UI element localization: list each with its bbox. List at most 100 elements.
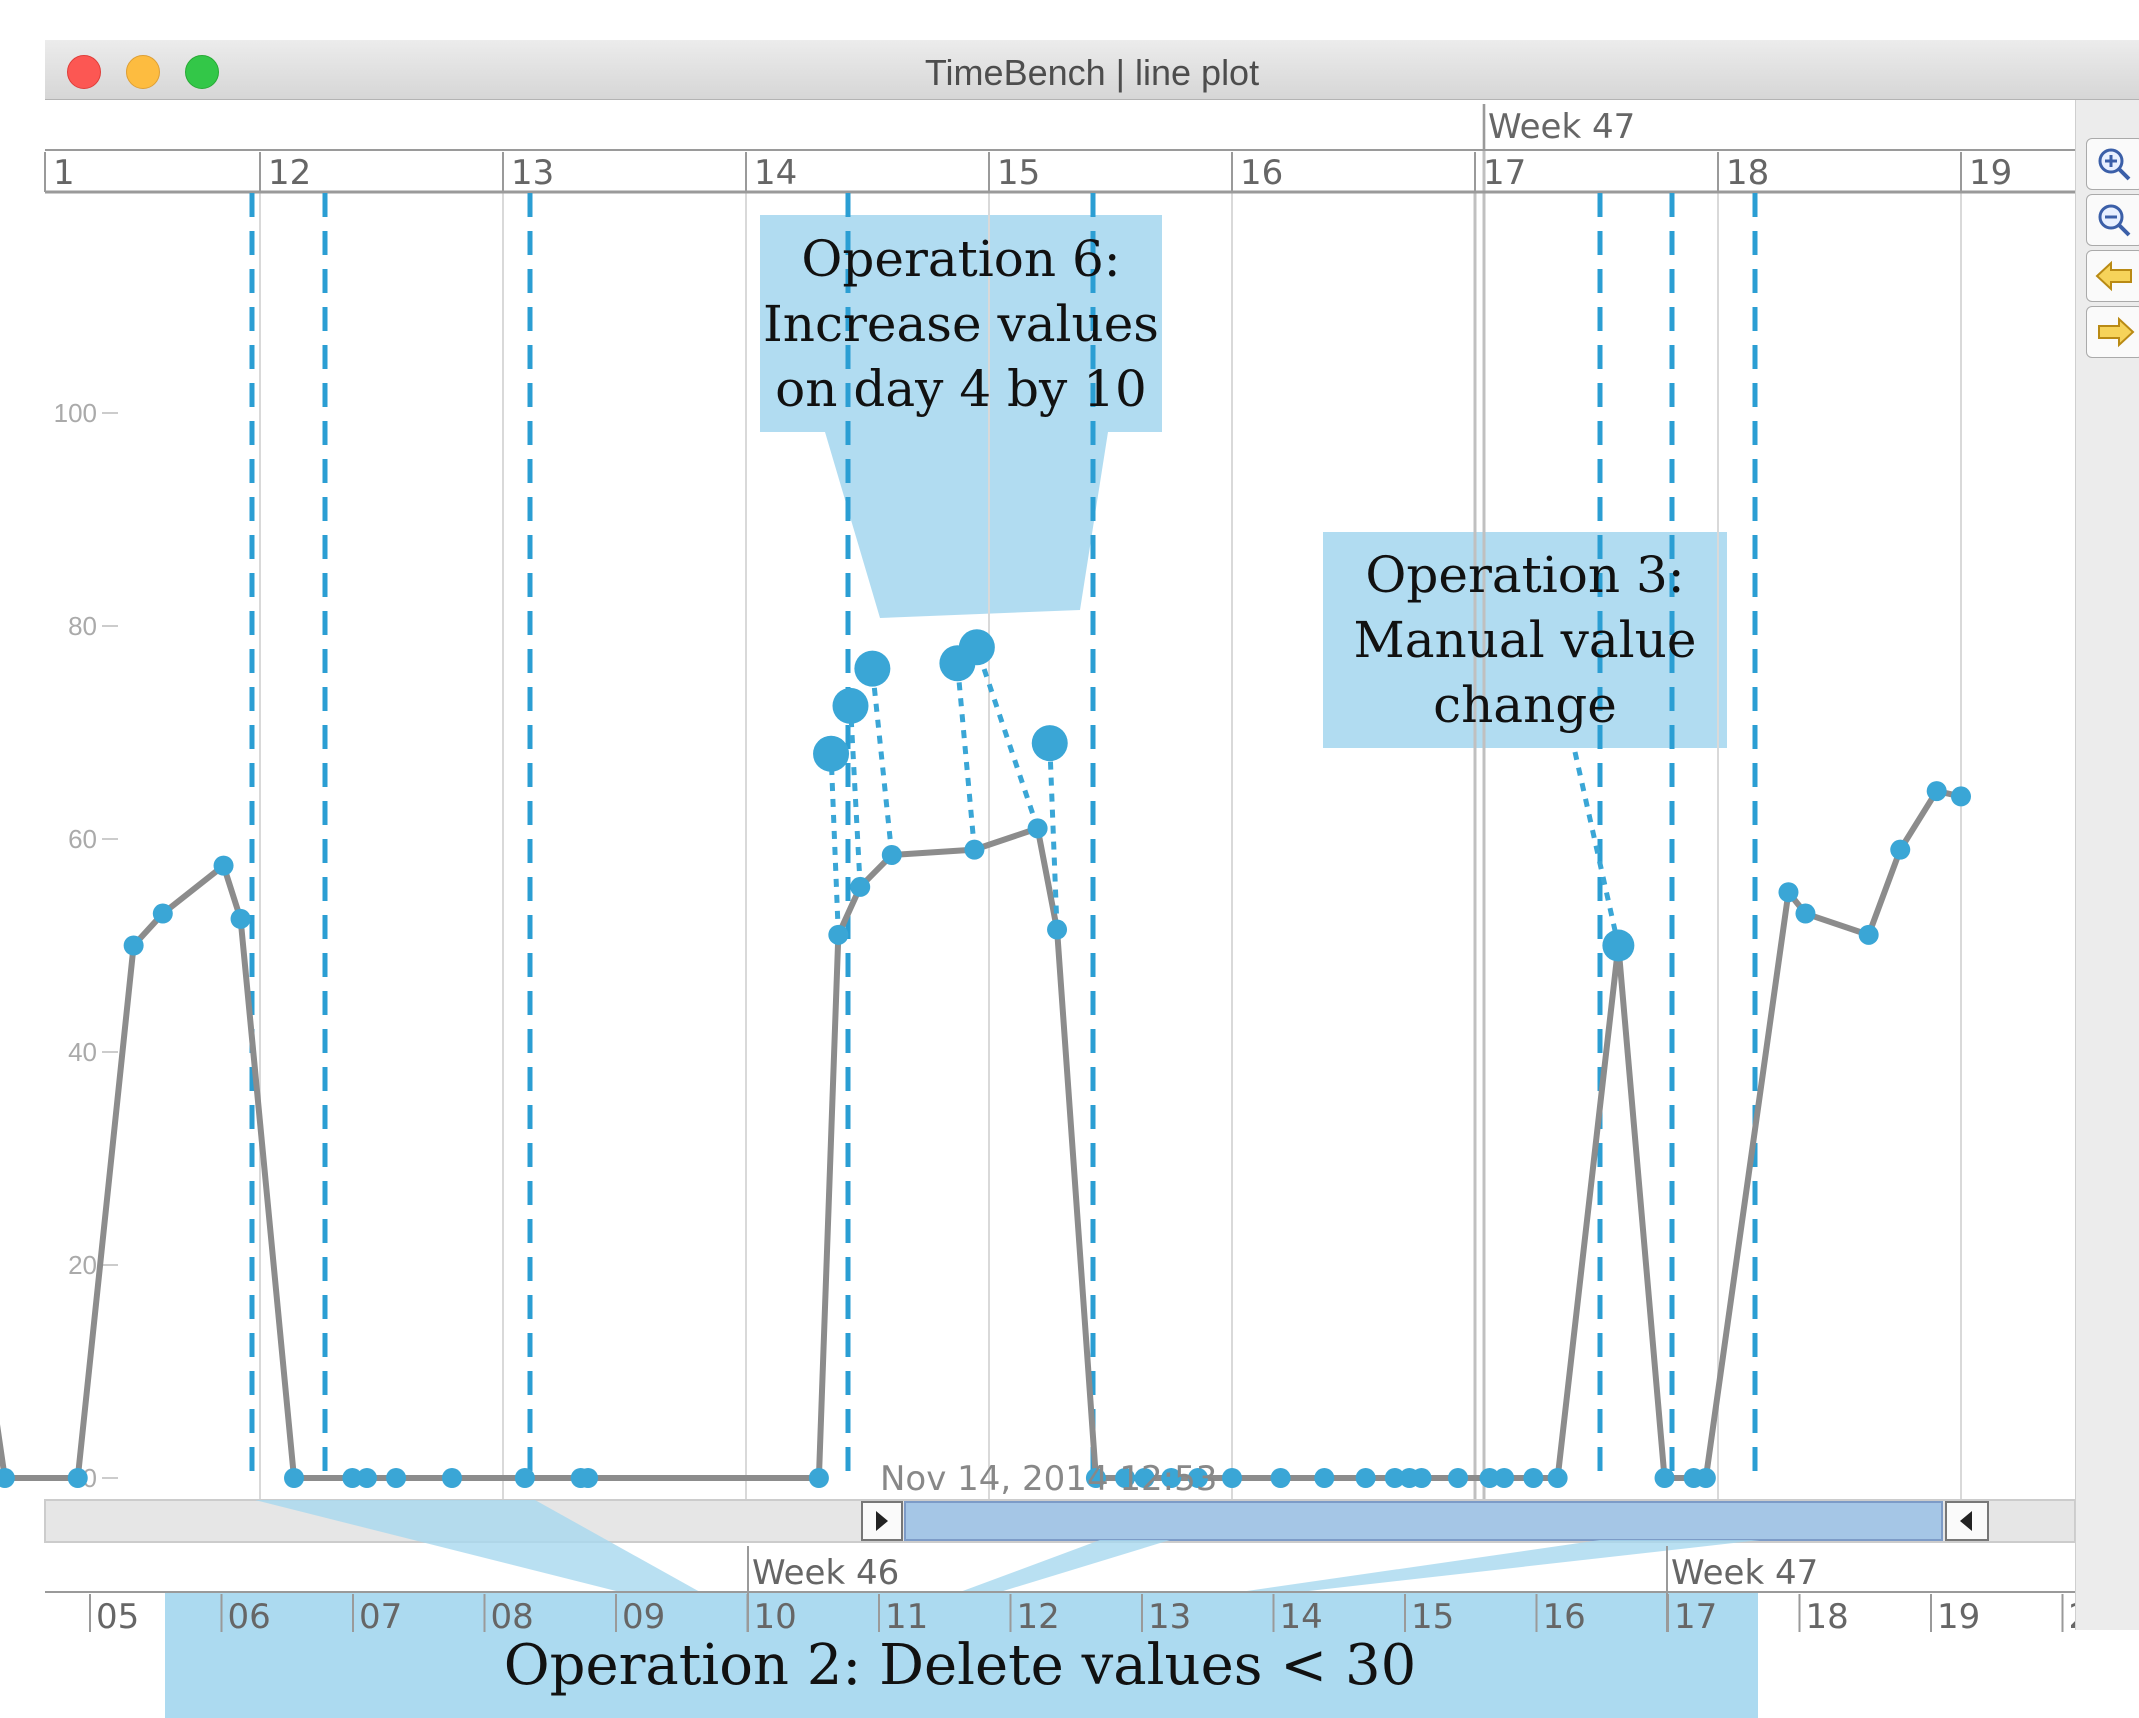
zoom-in-button[interactable] <box>2086 138 2139 190</box>
data-point <box>1951 786 1971 807</box>
op6-label: Increase values <box>763 295 1159 353</box>
y-tick-label: 60 <box>68 824 97 854</box>
overview-day-label: 18 <box>1806 1597 1849 1637</box>
week-label: Week 47 <box>1488 107 1635 147</box>
window-title: TimeBench | line plot <box>924 52 1260 93</box>
data-point <box>213 855 234 876</box>
data-point <box>1270 1468 1291 1488</box>
op2-funnel <box>255 1500 700 1592</box>
change-connector <box>954 663 977 850</box>
series-points <box>0 629 1971 1488</box>
overview-day-label: 09 <box>622 1597 665 1637</box>
y-tick-label: 40 <box>68 1037 97 1067</box>
data-point <box>1494 1468 1515 1488</box>
data-point <box>1411 1468 1432 1488</box>
day-label: 12 <box>268 153 311 193</box>
handle-arrow-right <box>876 1511 888 1531</box>
selection-range <box>904 1501 1943 1541</box>
overview-day-label: 12 <box>1017 1597 1060 1637</box>
data-point <box>1222 1468 1242 1488</box>
change-connector <box>847 705 863 888</box>
window-titlebar: TimeBench | line plot <box>45 40 2139 100</box>
data-point <box>67 1468 88 1488</box>
day-label: 17 <box>1483 153 1526 193</box>
data-point <box>284 1468 305 1488</box>
data-point <box>152 903 173 924</box>
y-tick-label: 80 <box>68 611 97 641</box>
close-button[interactable] <box>67 55 101 89</box>
data-point <box>356 1468 377 1488</box>
maximize-button[interactable] <box>185 55 219 89</box>
minimize-button[interactable] <box>126 55 160 89</box>
overview-day-label: 15 <box>1411 1597 1454 1637</box>
pan-left-button[interactable] <box>2086 250 2139 302</box>
changed-point <box>813 735 850 772</box>
op3-label: Manual value <box>1354 611 1697 669</box>
overview-day-label: 08 <box>491 1597 534 1637</box>
overview-day-label: 06 <box>228 1597 271 1637</box>
y-tick-label: 100 <box>54 398 97 428</box>
data-point <box>1355 1468 1376 1488</box>
op2-funnel <box>960 1540 1170 1592</box>
data-point <box>1479 1468 1500 1488</box>
data-point <box>808 1468 829 1488</box>
data-point <box>1187 1468 1208 1488</box>
series-polyline <box>0 788 1962 1481</box>
overview-week-label: Week 47 <box>1671 1553 1818 1593</box>
change-connector <box>974 646 1040 830</box>
data-point <box>1085 1468 1106 1488</box>
changed-point <box>832 687 869 724</box>
zoom-out-button[interactable] <box>2086 194 2139 246</box>
op2-label: Operation 2: Delete values < 30 <box>504 1633 1417 1698</box>
change-connector <box>828 753 841 935</box>
data-point <box>578 1468 599 1488</box>
overview-day-label: 13 <box>1148 1597 1191 1637</box>
data-point <box>514 1468 535 1488</box>
data-point <box>1778 882 1799 903</box>
data-point <box>1795 903 1816 924</box>
handle-arrow-left <box>1960 1511 1972 1531</box>
overview-day-label: 11 <box>885 1597 928 1637</box>
data-point <box>1447 1468 1468 1488</box>
overview-day-label: 2 <box>2069 1597 2076 1637</box>
overview-day-label: 10 <box>754 1597 797 1637</box>
y-tick-label: 20 <box>68 1250 97 1280</box>
day-label: 1 <box>53 153 75 193</box>
arrow-right-icon <box>2098 316 2135 348</box>
data-point <box>0 1468 15 1488</box>
top-time-axis: Week 47 1 12 13 14 15 16 17 18 19 <box>44 104 2075 194</box>
data-point <box>1695 1468 1716 1488</box>
op6-callout <box>760 215 1162 618</box>
overview-panel: Nov 14, 2014 12:53 Week 46 Week 47 05 06 07 08… <box>44 1459 2076 1637</box>
op2-funnel <box>1240 1540 1760 1592</box>
day-label: 18 <box>1726 153 1769 193</box>
day-label: 19 <box>1969 153 2012 193</box>
data-point <box>1547 1468 1568 1488</box>
zoom-in-icon <box>2098 148 2131 181</box>
overview-day-label: 05 <box>96 1597 139 1637</box>
data-point <box>1523 1468 1544 1488</box>
data-point <box>1314 1468 1335 1488</box>
data-point <box>1115 1468 1136 1488</box>
changed-point <box>1602 929 1635 962</box>
data-point <box>230 908 251 929</box>
change-connector <box>1572 751 1621 947</box>
series-line <box>0 788 1962 1481</box>
data-point <box>123 935 144 956</box>
day-label: 15 <box>997 153 1040 193</box>
changed-point <box>958 629 995 666</box>
overview-day-label: 16 <box>1543 1597 1586 1637</box>
overview-day-label: 07 <box>359 1597 402 1637</box>
data-point <box>1161 1468 1182 1488</box>
changed-point <box>1031 725 1068 762</box>
data-point <box>342 1468 363 1488</box>
data-point <box>1134 1468 1155 1488</box>
arrow-left-icon <box>2095 260 2132 292</box>
pan-right-button[interactable] <box>2086 306 2139 358</box>
data-point <box>441 1468 462 1488</box>
changed-point <box>854 650 891 687</box>
data-point <box>1654 1468 1675 1488</box>
op3-callout <box>1323 532 1727 748</box>
y-axis: 0 20 40 60 80 100 <box>54 398 118 1493</box>
